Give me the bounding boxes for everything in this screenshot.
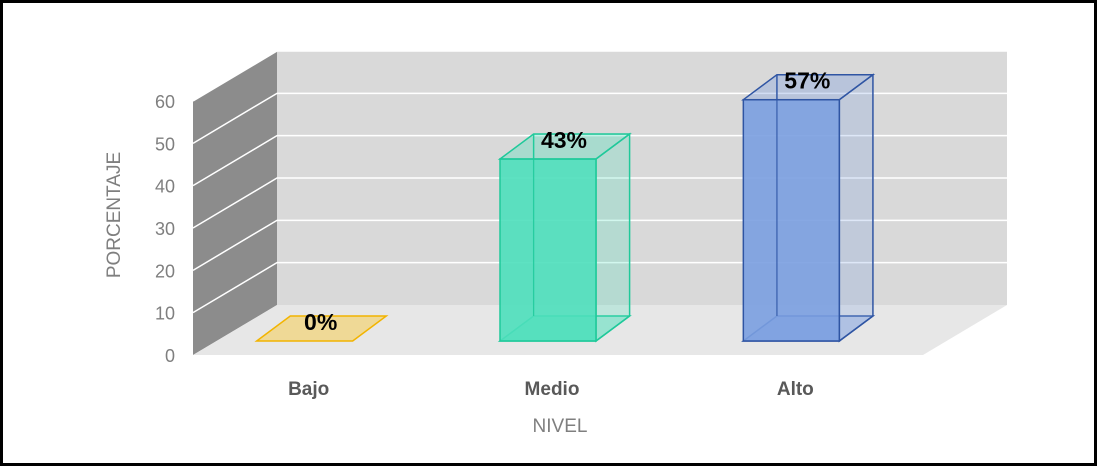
y-tick-label: 60 [155,92,175,112]
category-label-medio: Medio [525,379,580,400]
category-label-bajo: Bajo [288,379,329,400]
data-label-bajo: 0% [304,309,337,335]
data-label-medio: 43% [541,127,587,153]
bar-chart-3d: 0 10 20 30 40 50 60 0% 43% 57% Bajo Medio Alto POR… [104,50,1007,437]
y-tick-labels: 0 10 20 30 40 50 60 [155,92,175,366]
y-tick-label: 50 [155,134,175,154]
y-axis-title: PORCENTAJE [104,152,125,278]
x-axis-title: NIVEL [533,416,588,437]
y-tick-label: 40 [155,177,175,197]
y-tick-label: 30 [155,219,175,239]
bar-medio [497,132,632,343]
y-tick-label: 0 [165,346,175,366]
data-label-alto: 57% [784,68,830,94]
data-labels: 0% 43% 57% [304,68,830,335]
bar-alto [741,73,876,343]
bar-bajo [254,315,389,342]
y-tick-label: 20 [155,261,175,281]
gridline [192,92,1007,144]
gridline [192,50,1007,102]
bars [254,73,876,343]
category-label-alto: Alto [777,379,814,400]
y-tick-label: 10 [155,304,175,324]
category-labels: Bajo Medio Alto [288,379,814,400]
